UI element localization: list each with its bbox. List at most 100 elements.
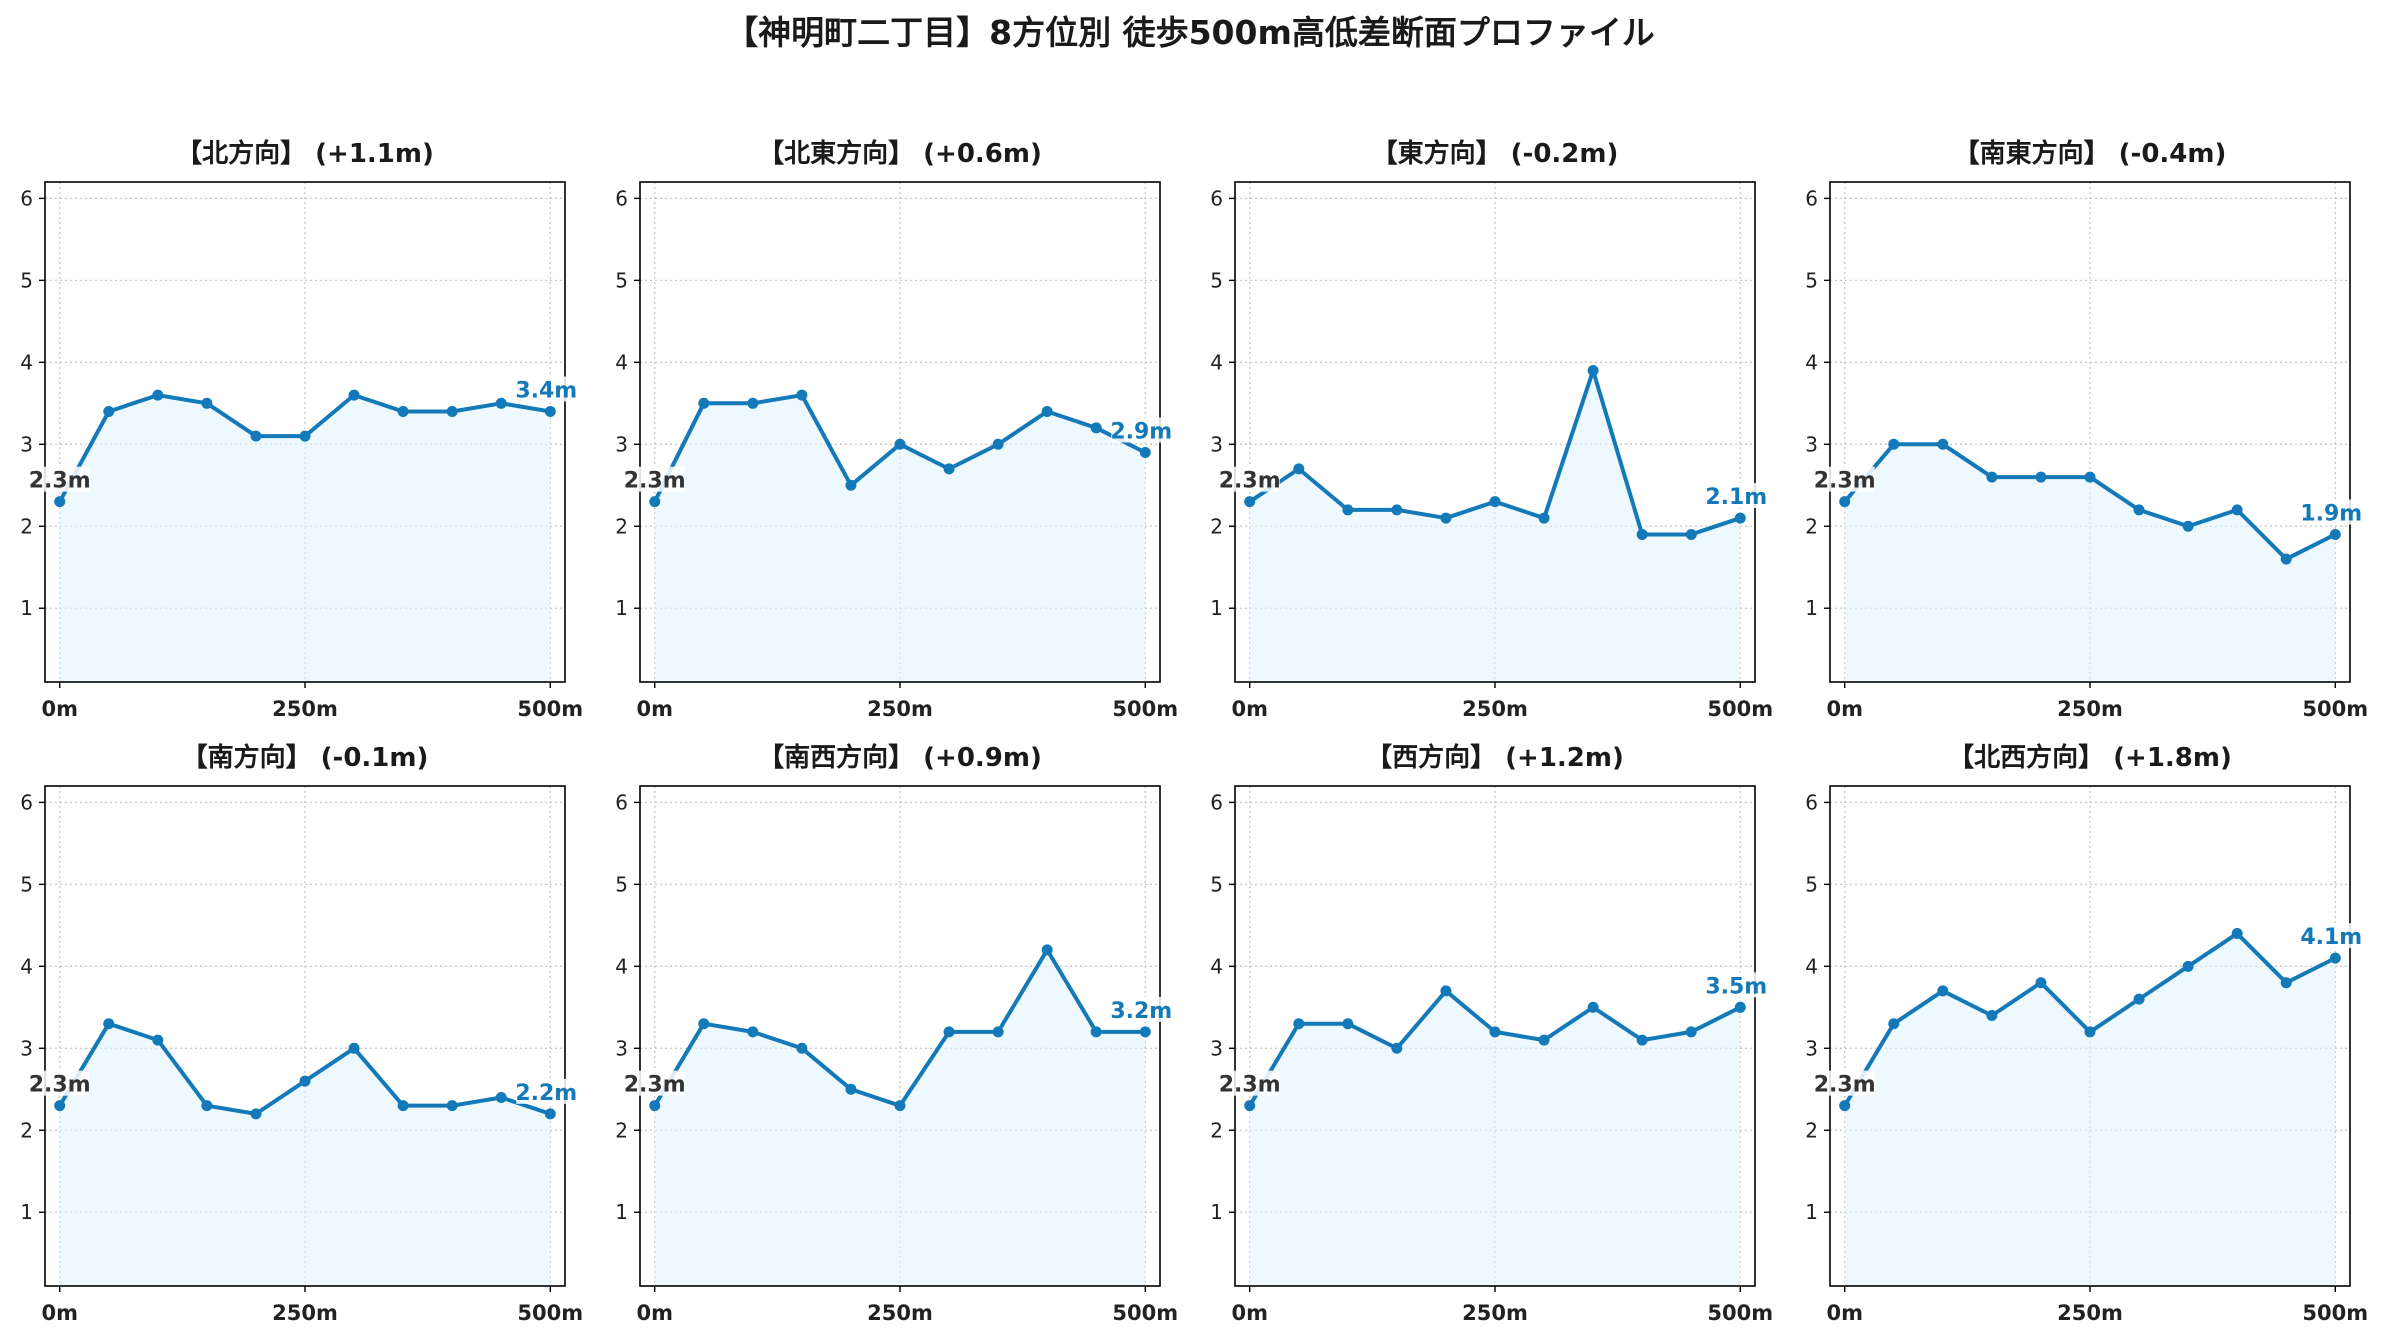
y-tick-label: 6	[1805, 790, 1818, 814]
chart-panel-2: 【北東方向】 (+0.6m) 1 2 3 4 5 6 0m 250m 500m 2.3m 2.9m	[615, 138, 1178, 721]
end-label-box	[1111, 417, 1172, 443]
data-point	[2084, 1026, 2096, 1038]
elevation-area	[1844, 933, 2336, 1286]
data-point	[2231, 504, 2243, 516]
end-label: 2.2m	[515, 1081, 577, 1106]
data-point	[698, 1018, 710, 1030]
start-label-box	[1814, 466, 1875, 492]
plot-frame	[44, 181, 566, 683]
data-point	[1293, 1018, 1305, 1030]
panel-title: 【北西方向】 (+1.8m)	[1948, 742, 2232, 773]
start-label: 2.3m	[1814, 469, 1876, 494]
y-tick-label: 3	[615, 1036, 628, 1060]
elevation-area	[59, 1023, 551, 1286]
y-tick-label: 2	[20, 1118, 33, 1142]
y-tick-label: 5	[20, 872, 33, 896]
panel-title: 【南方向】 (-0.1m)	[182, 742, 429, 773]
data-point	[2182, 960, 2194, 972]
data-point	[103, 1018, 115, 1030]
start-label-box	[1219, 466, 1280, 492]
data-point	[544, 406, 556, 418]
data-point	[1139, 1026, 1151, 1038]
y-tick-label: 2	[1210, 1118, 1223, 1142]
data-point	[495, 1091, 507, 1103]
data-point	[894, 438, 906, 450]
data-point	[1538, 512, 1550, 524]
data-point	[201, 397, 213, 409]
data-point	[1293, 463, 1305, 475]
x-tick-label: 250m	[867, 1301, 933, 1325]
elevation-area	[1844, 444, 2336, 682]
plot-frame	[1829, 785, 2351, 1287]
data-point	[1636, 528, 1648, 540]
chart-panel-8: 【北西方向】 (+1.8m) 1 2 3 4 5 6 0m 250m 500m 2.3m 4.1m	[1805, 742, 2368, 1325]
data-point	[201, 1100, 213, 1112]
data-point	[845, 1083, 857, 1095]
data-point	[1734, 512, 1746, 524]
data-point	[1342, 1018, 1354, 1030]
x-tick-label: 250m	[867, 697, 933, 721]
data-point	[1986, 471, 1998, 483]
data-point	[1888, 438, 1900, 450]
plot-frame	[1234, 181, 1756, 683]
x-tick-label: 0m	[41, 697, 78, 721]
y-tick-label: 5	[1210, 872, 1223, 896]
data-point	[1839, 1100, 1851, 1112]
data-point	[2035, 977, 2047, 989]
y-tick-label: 5	[1210, 268, 1223, 292]
data-point	[152, 1034, 164, 1046]
data-point	[495, 397, 507, 409]
x-tick-label: 500m	[1112, 697, 1178, 721]
end-label-box	[1111, 996, 1172, 1022]
y-tick-label: 2	[1805, 514, 1818, 538]
x-tick-label: 500m	[2302, 1301, 2368, 1325]
panel-title: 【南西方向】 (+0.9m)	[758, 742, 1042, 773]
y-tick-label: 1	[1805, 596, 1818, 620]
y-tick-label: 6	[615, 790, 628, 814]
data-point	[152, 389, 164, 401]
data-point	[845, 479, 857, 491]
data-point	[796, 1042, 808, 1054]
data-point	[1636, 1034, 1648, 1046]
data-point	[446, 406, 458, 418]
panel-title: 【西方向】 (+1.2m)	[1366, 742, 1624, 773]
data-point	[1342, 504, 1354, 516]
y-tick-label: 4	[1805, 954, 1818, 978]
y-tick-label: 1	[615, 1200, 628, 1224]
elevation-area	[1249, 370, 1741, 682]
y-tick-label: 5	[615, 872, 628, 896]
data-point	[1587, 365, 1599, 377]
end-label: 4.1m	[2300, 925, 2362, 950]
data-point	[1587, 1001, 1599, 1013]
data-point	[1937, 438, 1949, 450]
data-point	[943, 1026, 955, 1038]
y-tick-label: 2	[1805, 1118, 1818, 1142]
start-label-box	[1219, 1070, 1280, 1096]
y-tick-label: 1	[615, 596, 628, 620]
y-tick-label: 3	[615, 432, 628, 456]
x-tick-label: 0m	[1231, 1301, 1268, 1325]
data-point	[1041, 406, 1053, 418]
y-tick-label: 5	[1805, 872, 1818, 896]
elevation-area	[654, 395, 1146, 682]
y-tick-label: 3	[1805, 1036, 1818, 1060]
y-tick-label: 3	[20, 1036, 33, 1060]
end-label: 3.5m	[1705, 974, 1767, 999]
y-tick-label: 1	[20, 1200, 33, 1224]
x-tick-label: 250m	[1462, 697, 1528, 721]
y-tick-label: 1	[1210, 596, 1223, 620]
elevation-area	[59, 395, 551, 682]
data-point	[1888, 1018, 1900, 1030]
data-point	[1139, 446, 1151, 458]
data-point	[2084, 471, 2096, 483]
y-tick-label: 3	[1210, 1036, 1223, 1060]
y-tick-label: 1	[20, 596, 33, 620]
start-label: 2.3m	[29, 1073, 91, 1098]
data-point	[1839, 496, 1851, 508]
y-tick-label: 6	[1805, 186, 1818, 210]
y-tick-label: 4	[20, 350, 33, 374]
start-label-box	[29, 1070, 90, 1096]
data-point	[747, 397, 759, 409]
data-point	[2035, 471, 2047, 483]
